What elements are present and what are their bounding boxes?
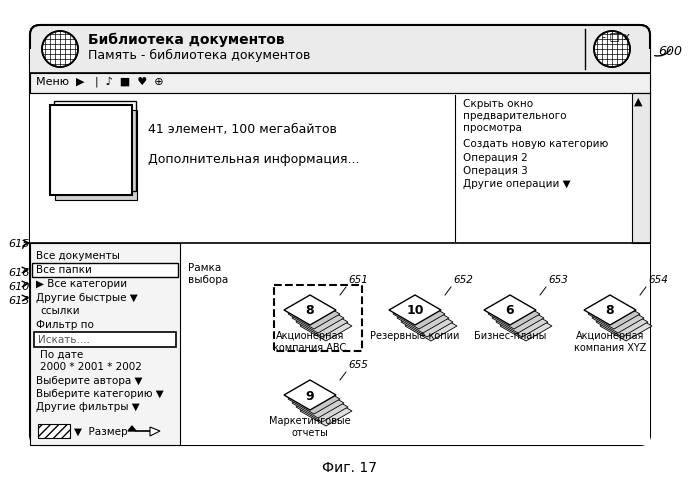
Text: Операция 2: Операция 2 [463, 153, 528, 163]
Text: 610: 610 [8, 282, 29, 292]
Text: 652: 652 [453, 275, 473, 285]
Polygon shape [284, 380, 336, 410]
Text: 654: 654 [648, 275, 668, 285]
Text: Маркетинговые
отчеты: Маркетинговые отчеты [269, 416, 351, 438]
Polygon shape [284, 295, 336, 325]
Text: Создать новую категорию: Создать новую категорию [463, 139, 608, 149]
Text: Акционерная
компания XYZ: Акционерная компания XYZ [574, 331, 646, 353]
Polygon shape [592, 303, 644, 333]
Text: 655: 655 [348, 360, 368, 370]
Text: Память - библиотека документов: Память - библиотека документов [88, 49, 310, 62]
Text: По дате: По дате [40, 350, 83, 360]
Text: ▲: ▲ [634, 97, 642, 107]
Polygon shape [393, 299, 445, 329]
Text: Рамка
выбора: Рамка выбора [188, 263, 229, 284]
Bar [50, 105, 132, 195]
Text: ссылки: ссылки [40, 306, 80, 316]
FancyBboxPatch shape [30, 25, 650, 73]
Polygon shape [600, 311, 652, 341]
Bar [632, 93, 650, 243]
Polygon shape [492, 303, 544, 333]
Text: 8: 8 [305, 305, 315, 318]
Polygon shape [296, 307, 348, 337]
Polygon shape [300, 311, 352, 341]
Bar [30, 243, 180, 445]
Circle shape [42, 31, 78, 67]
Text: - □ x: - □ x [602, 31, 630, 41]
Bar [34, 332, 176, 347]
Text: Все папки: Все папки [36, 265, 92, 275]
Text: Операция 3: Операция 3 [463, 166, 528, 176]
Text: 8: 8 [606, 305, 614, 318]
Bar [274, 285, 362, 351]
Text: предварительного: предварительного [463, 111, 566, 121]
Polygon shape [484, 295, 536, 325]
Polygon shape [397, 303, 449, 333]
Polygon shape [300, 396, 352, 426]
FancyBboxPatch shape [30, 25, 650, 445]
Polygon shape [288, 299, 340, 329]
Polygon shape [150, 427, 160, 436]
Text: 6: 6 [505, 305, 514, 318]
Text: 10: 10 [406, 305, 424, 318]
Polygon shape [596, 307, 648, 337]
Text: ▶ Все категории: ▶ Все категории [36, 279, 127, 289]
Text: Библиотека документов: Библиотека документов [88, 33, 284, 47]
Bar [38, 424, 70, 438]
Polygon shape [500, 311, 552, 341]
Bar [32, 263, 178, 277]
Text: 2000 * 2001 * 2002: 2000 * 2001 * 2002 [40, 362, 142, 372]
Text: Выберите автора ▼: Выберите автора ▼ [36, 376, 143, 386]
Polygon shape [405, 311, 457, 341]
Bar [180, 243, 650, 445]
Polygon shape [128, 426, 136, 431]
Polygon shape [588, 299, 640, 329]
Text: 615: 615 [8, 239, 29, 249]
Polygon shape [389, 295, 441, 325]
Text: 616: 616 [8, 268, 29, 278]
Text: Фильтр по: Фильтр по [36, 320, 94, 330]
Text: Искать....: Искать.... [38, 335, 90, 345]
Text: Выберите категорию ▼: Выберите категорию ▼ [36, 389, 164, 399]
Text: Другие операции ▼: Другие операции ▼ [463, 179, 570, 189]
Text: 600: 600 [658, 45, 682, 58]
Polygon shape [288, 384, 340, 414]
Text: 9: 9 [305, 389, 315, 402]
Text: Другие фильтры ▼: Другие фильтры ▼ [36, 402, 140, 412]
Text: 653: 653 [548, 275, 568, 285]
Text: Скрыть окно: Скрыть окно [463, 99, 533, 109]
Text: Дополнительная информация...: Дополнительная информация... [148, 153, 359, 166]
Bar [30, 93, 650, 243]
Bar [54, 101, 136, 191]
Polygon shape [584, 295, 636, 325]
Text: Меню  ▶   |  ♪  ■  ♥  ⊕: Меню ▶ | ♪ ■ ♥ ⊕ [36, 76, 164, 87]
Text: Бизнес-планы: Бизнес-планы [474, 331, 546, 341]
Text: 613: 613 [8, 296, 29, 306]
Text: Все документы: Все документы [36, 251, 120, 261]
Text: Фиг. 17: Фиг. 17 [322, 461, 377, 475]
Text: 651: 651 [348, 275, 368, 285]
Bar [30, 73, 650, 93]
Polygon shape [292, 388, 344, 418]
Polygon shape [296, 392, 348, 422]
Polygon shape [292, 303, 344, 333]
Polygon shape [488, 299, 540, 329]
Bar [30, 49, 650, 73]
Text: ▼  Размер: ▼ Размер [74, 427, 128, 437]
Text: просмотра: просмотра [463, 123, 522, 133]
Text: Резервные копии: Резервные копии [370, 331, 460, 341]
Text: 41 элемент, 100 мегабайтов: 41 элемент, 100 мегабайтов [148, 123, 337, 136]
Circle shape [594, 31, 630, 67]
Text: Другие быстрые ▼: Другие быстрые ▼ [36, 293, 138, 303]
Polygon shape [401, 307, 453, 337]
Polygon shape [496, 307, 548, 337]
Text: Акционерная
компания ABC: Акционерная компания ABC [273, 331, 347, 353]
Bar [55, 110, 137, 200]
